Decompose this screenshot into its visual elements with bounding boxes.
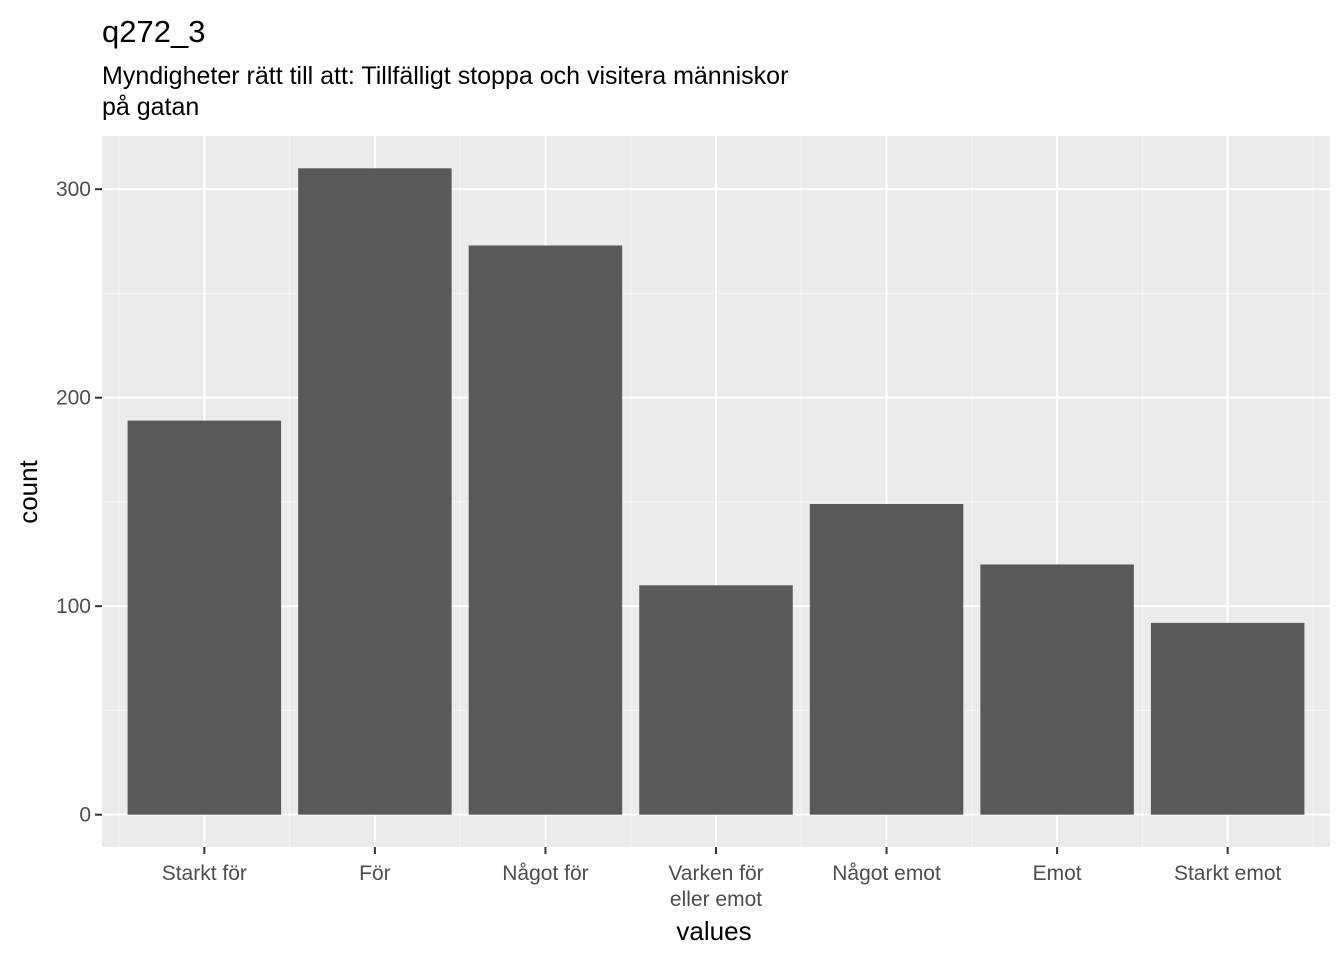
y-tick-label: 0 bbox=[79, 804, 91, 827]
bar bbox=[468, 245, 623, 815]
x-tick-label: Starkt för bbox=[162, 862, 247, 885]
y-axis-title: count bbox=[13, 459, 43, 523]
x-tick-label: Varken för eller emot bbox=[668, 862, 763, 911]
x-tick-label: Emot bbox=[1033, 862, 1082, 885]
y-tick-label: 100 bbox=[56, 595, 91, 618]
bar bbox=[809, 504, 964, 815]
y-tick-label: 300 bbox=[56, 178, 91, 201]
y-axis: 0 100 200 300 bbox=[56, 178, 102, 827]
x-tick-label: Något för bbox=[502, 862, 588, 885]
bars bbox=[127, 168, 1305, 815]
bar bbox=[980, 564, 1134, 815]
bar bbox=[298, 168, 452, 815]
x-tick-label: För bbox=[359, 862, 391, 885]
chart-subtitle-line-1: Myndigheter rätt till att: Tillfälligt s… bbox=[102, 62, 788, 90]
chart-subtitle-line-2: på gatan bbox=[102, 93, 199, 121]
bar bbox=[127, 420, 282, 815]
chart-title: q272_3 bbox=[102, 14, 205, 49]
x-axis: Starkt för För Något för Varken för eller em… bbox=[162, 847, 1282, 911]
y-tick-label: 200 bbox=[56, 387, 91, 410]
x-axis-title: values bbox=[676, 916, 751, 946]
x-tick-label: Starkt emot bbox=[1174, 862, 1282, 885]
bar bbox=[639, 585, 793, 815]
bar bbox=[1150, 622, 1305, 815]
x-tick-label: Något emot bbox=[832, 862, 941, 885]
